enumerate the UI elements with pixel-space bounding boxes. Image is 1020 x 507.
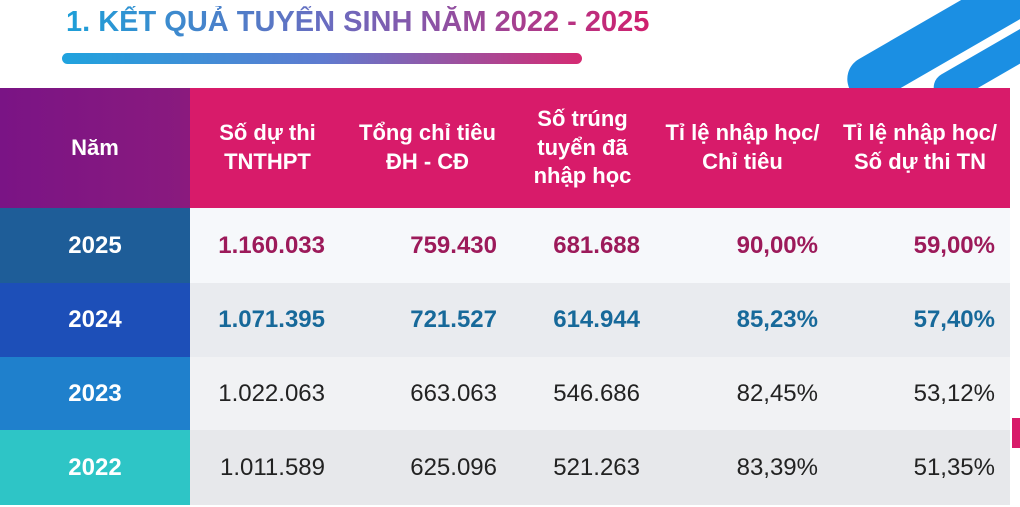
value-cell: 59,00%	[913, 231, 995, 259]
value-cell: 546.686	[553, 379, 640, 407]
column-header: Năm	[0, 88, 190, 208]
value-cell: 1.160.033	[218, 231, 325, 259]
header-line: Số dự thi	[219, 120, 316, 146]
column-header: Tỉ lệ nhập học/Chỉ tiêu	[655, 88, 830, 208]
header-line: Tỉ lệ nhập học/	[665, 120, 820, 146]
value-cell: 57,40%	[913, 306, 995, 334]
value-cell: 614.944	[553, 306, 640, 334]
year-cell: 2022	[0, 430, 190, 505]
row-background	[190, 283, 1010, 357]
header-line: Số dự thi TN	[853, 149, 987, 174]
row-background	[190, 430, 1010, 505]
year-cell: 2024	[0, 283, 190, 357]
title-underline	[62, 53, 582, 64]
header-line: nhập học	[533, 163, 632, 189]
header-line: Tổng chỉ tiêu	[359, 120, 496, 146]
header-line: Chỉ tiêu	[702, 149, 783, 174]
value-cell: 83,39%	[736, 453, 818, 481]
year-cell: 2025	[0, 208, 190, 283]
column-header: Số trúng tuyển đã nhập học	[510, 88, 655, 208]
value-cell: 521.263	[553, 453, 640, 481]
value-cell: 663.063	[410, 379, 497, 407]
column-header: Tỉ lệ nhập học/Số dự thi TN	[830, 88, 1010, 208]
value-cell: 681.688	[553, 231, 640, 259]
column-header: Tổng chỉ tiêu ĐH - CĐ	[345, 88, 510, 208]
header-line: tuyển đã	[537, 134, 628, 160]
decoration	[1012, 418, 1020, 448]
title: 1. KẾT QUẢ TUYỂN SINH NĂM 2022 - 2025	[66, 6, 650, 38]
year-cell: 2023	[0, 357, 190, 430]
table: Năm Số dự thi TNTHPT Tổng chỉ tiêu ĐH - CĐ Số…	[0, 88, 1010, 505]
header-line: TNTHPT	[224, 149, 311, 174]
value-cell: 721.527	[410, 306, 497, 334]
header-line: Số trúng	[537, 106, 628, 132]
value-cell: 82,45%	[736, 379, 818, 407]
column-header: Số dự thi TNTHPT	[190, 88, 345, 208]
value-cell: 1.071.395	[218, 306, 325, 334]
value-cell: 51,35%	[913, 453, 995, 481]
value-cell: 759.430	[410, 231, 497, 259]
header-line: Tỉ lệ nhập học/	[842, 120, 997, 146]
value-cell: 1.022.063	[218, 379, 325, 407]
value-cell: 1.011.589	[220, 453, 325, 481]
header-line: ĐH - CĐ	[385, 149, 470, 174]
value-cell: 53,12%	[913, 379, 995, 407]
value-cell: 85,23%	[736, 306, 818, 334]
value-cell: 625.096	[410, 453, 497, 481]
header-line: Năm	[71, 134, 119, 160]
row-background	[190, 357, 1010, 430]
row-background	[190, 208, 1010, 283]
value-cell: 90,00%	[736, 231, 818, 259]
